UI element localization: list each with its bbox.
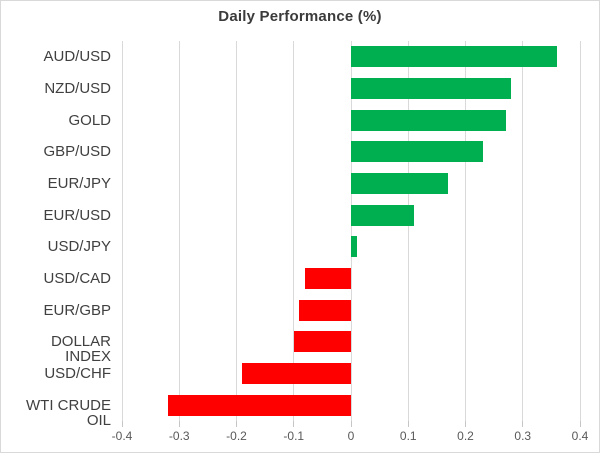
bar-nzd-usd [351, 78, 512, 99]
bar-aud-usd [351, 46, 558, 68]
gridline-0 [350, 41, 352, 421]
x-tick-mark [579, 421, 581, 427]
category-label-nzd-usd: NZD/USD [44, 80, 111, 97]
gridline--0.3 [178, 41, 180, 421]
x-tick-mark [121, 421, 123, 427]
x-tick-mark [236, 421, 237, 427]
x-tick-mark [407, 421, 409, 427]
x-tick-label: 0 [347, 429, 355, 443]
gridline--0.2 [236, 41, 237, 421]
chart-title: Daily Performance (%) [218, 8, 382, 25]
category-label-eur-usd: EUR/USD [43, 206, 111, 224]
bar-usd-cad [305, 268, 351, 289]
category-label-usd-jpy: USD/JPY [47, 238, 111, 256]
x-tick-label: -0.4 [111, 429, 133, 443]
category-label-usd-chf: USD/CHF [44, 365, 111, 382]
bar-dollar-index [293, 331, 351, 353]
category-label-aud-usd: AUD/USD [43, 48, 111, 66]
x-tick-mark [293, 421, 295, 427]
gridline--0.1 [293, 41, 295, 421]
x-tick-mark [350, 421, 352, 427]
bar-usd-jpy [351, 236, 357, 258]
x-tick-mark [178, 421, 180, 427]
x-tick-label: -0.1 [283, 429, 305, 443]
category-label-gbp-usd: GBP/USD [43, 143, 111, 161]
bar-eur-jpy [351, 173, 449, 194]
x-tick-label: -0.3 [168, 429, 190, 443]
gridline-0.3 [522, 41, 524, 421]
gridline-0.2 [465, 41, 466, 421]
x-tick-label: 0.4 [571, 429, 589, 443]
category-label-wti-crude-oil: WTI CRUDE OIL [26, 396, 111, 429]
bar-eur-gbp [299, 299, 351, 321]
category-label-eur-jpy: EUR/JPY [47, 175, 111, 192]
bar-gbp-usd [351, 141, 483, 163]
x-tick-label: 0.1 [399, 429, 417, 443]
x-tick-mark [522, 421, 524, 427]
bar-usd-chf [242, 363, 351, 384]
category-label-usd-cad: USD/CAD [43, 270, 111, 287]
category-label-gold: GOLD [68, 111, 111, 129]
gridline-0.1 [407, 41, 409, 421]
category-label-eur-gbp: EUR/GBP [43, 301, 111, 319]
x-tick-label: 0.3 [514, 429, 532, 443]
gridline--0.4 [121, 41, 123, 421]
gridline-0.4 [579, 41, 581, 421]
x-tick-label: -0.2 [226, 429, 247, 443]
category-label-dollar-index: DOLLAR INDEX [50, 333, 111, 366]
x-tick-label: 0.2 [457, 429, 474, 443]
bar-eur-usd [351, 204, 414, 226]
x-tick-mark [465, 421, 466, 427]
bar-gold [351, 109, 506, 131]
bar-wti-crude-oil [167, 394, 351, 416]
